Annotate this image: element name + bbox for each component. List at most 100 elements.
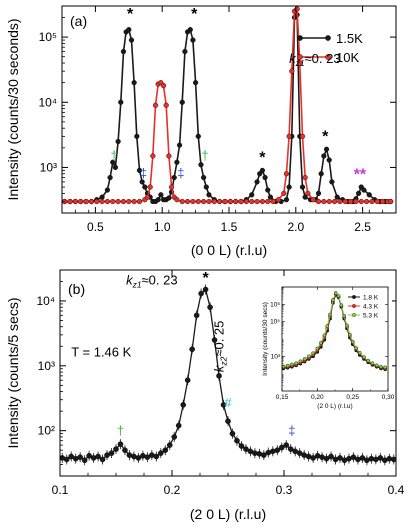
inset-legend-entry: 1.8 K bbox=[363, 295, 379, 302]
data-point bbox=[362, 355, 366, 359]
data-point bbox=[294, 361, 298, 366]
data-point bbox=[321, 198, 327, 205]
peak-marker: † bbox=[201, 148, 208, 163]
data-point bbox=[377, 455, 384, 461]
inset-legend-marker bbox=[352, 295, 356, 299]
data-point bbox=[342, 198, 348, 205]
peak-marker: ‡ bbox=[177, 166, 184, 181]
data-point bbox=[99, 456, 106, 463]
x-tick-label: 0,30 bbox=[382, 394, 395, 401]
data-point bbox=[315, 190, 322, 196]
inset-background bbox=[258, 284, 392, 414]
x-tick-label: 2.5 bbox=[354, 220, 371, 234]
data-point bbox=[113, 446, 119, 452]
panel-a-ticks: 0.5 1.0 1.5 2.0 2.5 10³ 10⁴ 10⁵ bbox=[38, 5, 397, 234]
y-tick-label: 10³ bbox=[40, 160, 57, 174]
data-point bbox=[380, 198, 386, 205]
data-point bbox=[179, 198, 185, 205]
data-point bbox=[311, 351, 315, 356]
data-point bbox=[115, 138, 121, 145]
data-point bbox=[297, 60, 303, 66]
data-point bbox=[144, 194, 151, 200]
data-point bbox=[323, 146, 330, 152]
data-point bbox=[347, 198, 354, 205]
data-point bbox=[166, 153, 172, 159]
y-tick-label: 10⁴ bbox=[36, 294, 55, 308]
data-point bbox=[206, 198, 212, 205]
data-point bbox=[350, 454, 357, 460]
legend-marker bbox=[297, 35, 303, 41]
data-point bbox=[374, 198, 380, 205]
data-point bbox=[157, 450, 164, 456]
data-point bbox=[78, 198, 84, 205]
legend-entry: 10K bbox=[336, 50, 359, 65]
data-point bbox=[63, 456, 70, 463]
data-point bbox=[342, 313, 346, 318]
y-tick-label: 10³ bbox=[271, 353, 281, 360]
legend-marker bbox=[325, 54, 331, 60]
data-point bbox=[359, 455, 366, 461]
inset-series bbox=[281, 291, 387, 372]
panel-a-kz1-annotation: kz1≈0. 23 bbox=[289, 51, 340, 68]
data-point bbox=[168, 184, 175, 190]
data-point bbox=[265, 198, 271, 205]
x-tick-label: 0.3 bbox=[276, 483, 293, 497]
y-tick-label: 10⁵ bbox=[270, 319, 280, 326]
x-tick-label: 0.1 bbox=[52, 483, 69, 497]
data-point bbox=[254, 198, 260, 205]
data-point bbox=[310, 455, 316, 461]
data-point bbox=[331, 198, 338, 205]
data-point bbox=[274, 447, 281, 453]
data-point bbox=[374, 363, 379, 368]
data-point bbox=[298, 359, 303, 364]
data-point bbox=[198, 162, 204, 168]
data-point bbox=[193, 80, 199, 86]
data-point bbox=[107, 174, 113, 181]
data-point bbox=[86, 452, 92, 459]
data-point bbox=[174, 159, 180, 165]
data-point bbox=[136, 198, 143, 205]
panel-a-label: (a) bbox=[70, 13, 87, 29]
data-point bbox=[370, 361, 375, 366]
data-point bbox=[160, 83, 167, 89]
data-point bbox=[323, 455, 330, 462]
data-point bbox=[238, 443, 245, 449]
y-tick-label: 10⁶ bbox=[270, 301, 280, 308]
data-point bbox=[182, 48, 188, 55]
star-marker: * bbox=[127, 6, 134, 23]
data-point bbox=[326, 198, 332, 205]
data-point bbox=[334, 194, 340, 200]
data-point bbox=[383, 365, 387, 370]
data-point bbox=[94, 198, 100, 205]
peak-marker: † bbox=[110, 148, 117, 163]
inset-y-axis-title: Intensity (counts/30 secs) bbox=[262, 302, 269, 376]
data-point bbox=[163, 102, 169, 108]
panel-a-x-axis-title: (0 0 L) (r.l.u) bbox=[191, 242, 267, 258]
data-point bbox=[193, 312, 200, 319]
x-tick-label: 1.5 bbox=[221, 220, 238, 234]
data-point bbox=[286, 133, 292, 139]
inset-legend: 1.8 K 4.3 K 5.3 K bbox=[348, 295, 379, 320]
data-point bbox=[171, 174, 177, 181]
data-point bbox=[259, 198, 266, 205]
data-point bbox=[184, 377, 191, 383]
data-point bbox=[285, 363, 290, 368]
data-point bbox=[243, 446, 249, 452]
data-point bbox=[275, 197, 282, 203]
data-point bbox=[388, 198, 394, 205]
data-point bbox=[249, 192, 255, 198]
panel-b-kz2-annotation: kz2≈0. 25 bbox=[212, 321, 229, 372]
data-point bbox=[336, 294, 341, 298]
x-tick-label: 2.0 bbox=[287, 220, 304, 234]
x-tick-label: 0,20 bbox=[311, 394, 324, 401]
star-marker: * bbox=[191, 6, 198, 23]
data-point bbox=[120, 198, 127, 205]
data-point bbox=[290, 362, 294, 367]
data-point bbox=[72, 198, 78, 205]
data-point bbox=[262, 174, 268, 181]
data-point bbox=[261, 452, 267, 458]
data-point bbox=[339, 303, 344, 307]
data-point bbox=[175, 422, 182, 429]
data-point bbox=[201, 174, 207, 181]
